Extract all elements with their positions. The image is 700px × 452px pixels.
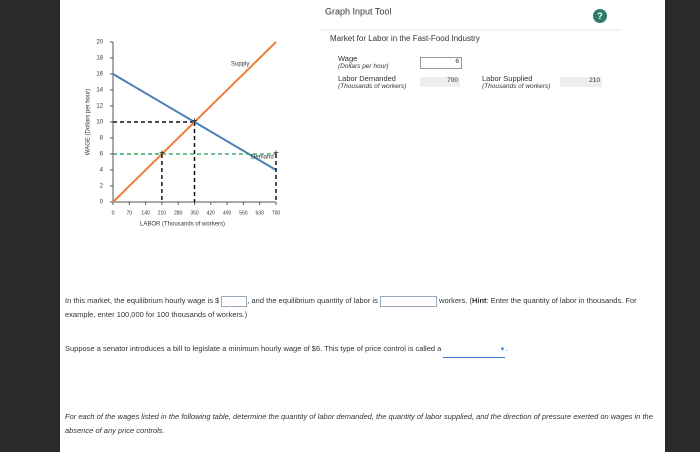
question-2: Suppose a senator introduces a bill to l… [65,342,655,358]
quantity-answer[interactable] [379,295,437,307]
y-tick-label: 14 [96,88,103,94]
y-tick-label: 2 [100,184,104,190]
wage-answer[interactable] [221,295,248,307]
y-tick-label: 6 [100,152,104,158]
market-title: Market for Labor in the Fast-Food Indust… [330,34,480,43]
q1-text: : Enter the quantity of labor in thousan… [65,296,637,319]
supplied-field: Labor Supplied (Thousands of workers) [482,74,552,90]
dropdown[interactable]: ▼ [443,343,506,358]
y-tick-label: 12 [96,104,103,110]
x-tick-label: 0 [112,210,115,216]
x-tick-label: 280 [174,210,183,216]
equilibrium-marker: + [192,117,198,128]
wage-field: Wage (Dollars per hour) [338,54,408,70]
wage-input[interactable]: 6 [420,57,462,69]
tool-title: Graph Input Tool [325,6,391,16]
y-tick-label: 10 [96,120,103,126]
demanded-field: Labor Demanded (Thousands of workers) [338,74,408,90]
wage-unit: (Dollars per hour) [338,63,389,70]
q1-text: workers. ( [439,296,472,305]
series-label: Demand [251,155,274,161]
q2-text: Suppose a senator introduces a bill to l… [65,344,442,353]
supplied-unit: (Thousands of workers) [482,83,551,90]
panel: Graph Input Tool ? Market for Labor in t… [60,0,665,452]
x-tick-label: 630 [256,210,265,216]
demanded-unit: (Thousands of workers) [338,83,407,90]
input-point: + [159,149,165,160]
y-axis-label: WAGE (Dollars per hour) [86,89,92,155]
x-tick-label: 70 [127,210,133,216]
y-tick-label: 4 [100,168,104,174]
wage-label: Wage [338,54,358,63]
x-tick-label: 210 [158,210,167,216]
supplied-value: 210 [560,77,602,87]
q1-text: In this market, the equilibrium hourly w… [65,296,220,305]
question-3: For each of the wages listed in the foll… [65,412,653,435]
y-tick-label: 16 [96,72,103,78]
supplied-label: Labor Supplied [482,74,533,83]
q2-end: . [505,344,508,353]
x-tick-label: 700 [272,210,281,216]
help-button[interactable] [593,9,607,23]
help-icon[interactable]: ? [597,11,603,21]
question-1: In this market, the equilibrium hourly w… [65,294,655,322]
x-tick-label: 420 [207,210,216,216]
y-tick-label: 8 [100,136,104,142]
chart: Graph Input Tool ? Market for Labor in t… [86,6,620,228]
series-label: Supply [231,62,249,68]
x-tick-label: 490 [223,210,232,216]
q1-text: , and the equilibrium quantity of labor … [247,296,378,305]
demanded-value: 700 [420,77,460,87]
input-point: + [273,149,279,160]
x-axis-label: LABOR (Thousands of workers) [140,222,225,228]
y-tick-label: 18 [96,56,103,62]
x-tick-label: 140 [141,210,150,216]
hint: Hint [471,296,487,305]
y-tick-label: 0 [100,200,104,206]
x-tick-label: 350 [190,210,199,216]
y-tick-label: 20 [96,40,103,46]
x-tick-label: 560 [239,210,248,216]
demanded-label: Labor Demanded [338,74,396,83]
